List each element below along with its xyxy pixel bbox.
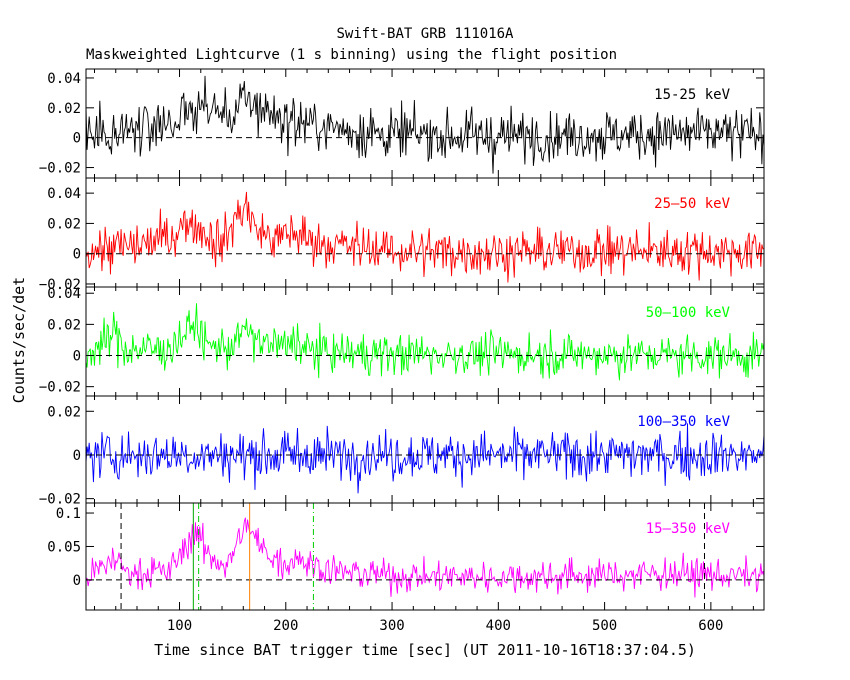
x-tick-label: 200	[273, 618, 298, 634]
y-tick-label: 0.05	[47, 539, 81, 555]
x-axis-label: Time since BAT trigger time [sec] (UT 20…	[154, 641, 696, 659]
x-tick-label: 100	[167, 618, 192, 634]
y-tick-label: 0.02	[47, 101, 81, 117]
y-tick-label: −0.02	[39, 380, 81, 396]
band-label: 50–100 keV	[646, 305, 731, 321]
y-tick-label: 0.1	[56, 506, 81, 522]
series-line-1	[86, 191, 764, 283]
y-tick-label: 0.04	[47, 286, 81, 302]
series-line-0	[86, 75, 764, 174]
y-tick-label: 0.04	[47, 71, 81, 87]
series-line-2	[86, 303, 764, 381]
y-tick-label: 0.02	[47, 216, 81, 232]
band-label: 15-25 keV	[654, 87, 730, 103]
y-tick-label: 0	[73, 573, 81, 589]
y-tick-label: 0	[73, 448, 81, 464]
figure-subtitle: Maskweighted Lightcurve (1 s binning) us…	[86, 47, 617, 63]
panel-3: −0.02 0 0.02 100–350 keV	[39, 395, 765, 508]
panel-frame	[85, 68, 765, 179]
panels-group: −0.02 0 0.02 0.04 15-25 keV −0.02 0 0.02 0.04 25–…	[39, 68, 765, 634]
panel-2: −0.02 0 0.02 0.04 50–100 keV	[39, 286, 765, 397]
y-tick-label: 0.02	[47, 317, 81, 333]
y-tick-label: −0.02	[39, 492, 81, 508]
x-tick-label: 500	[592, 618, 617, 634]
x-tick-label: 300	[379, 618, 404, 634]
y-tick-label: 0.04	[47, 186, 81, 202]
y-tick-label: −0.02	[39, 161, 81, 177]
x-tick-label: 600	[698, 618, 723, 634]
y-tick-label: 0	[73, 247, 81, 263]
panel-0: −0.02 0 0.02 0.04 15-25 keV	[39, 68, 765, 179]
band-label: 100–350 keV	[637, 414, 730, 430]
band-label: 25–50 keV	[654, 196, 730, 212]
y-tick-label: 0	[73, 349, 81, 365]
y-tick-label: 0.02	[47, 404, 81, 420]
y-axis-label: Counts/sec/det	[10, 277, 28, 403]
y-tick-label: −0.02	[39, 277, 81, 293]
band-label: 15–350 keV	[646, 521, 731, 537]
panel-4: 0 0.05 0.1 15–350 keV	[47, 502, 765, 611]
y-tick-label: 0	[73, 131, 81, 147]
panel-1: −0.02 0 0.02 0.04 25–50 keV	[39, 177, 765, 293]
panel-frame	[85, 502, 765, 611]
figure-title: Swift-BAT GRB 111016A	[336, 26, 514, 42]
x-tick-label: 400	[486, 618, 511, 634]
panel-frame	[85, 395, 765, 504]
series-line-3	[86, 423, 764, 494]
